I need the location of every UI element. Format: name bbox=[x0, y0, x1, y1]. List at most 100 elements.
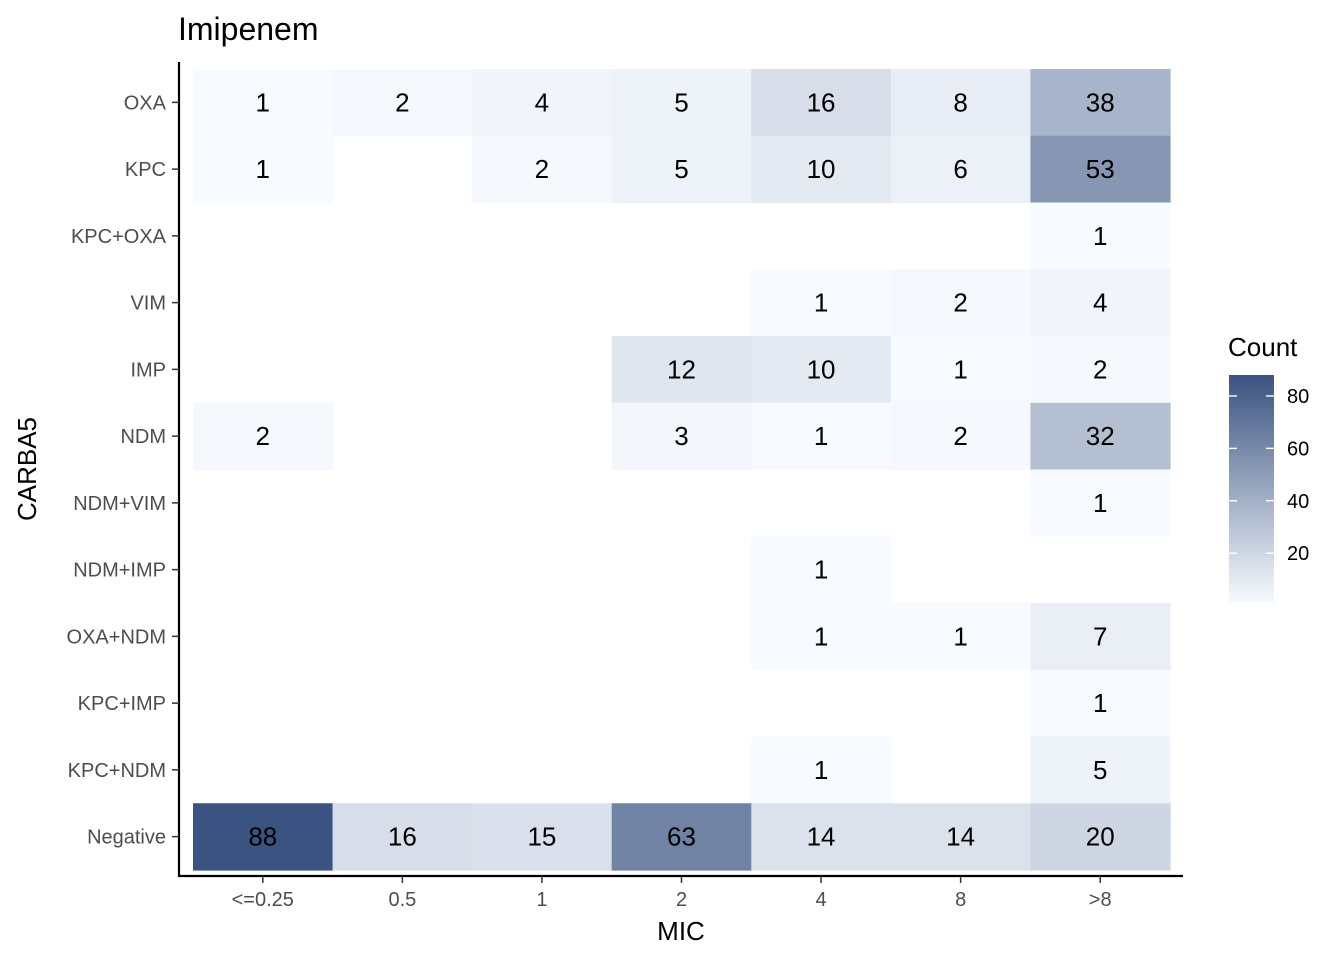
cell-value-label: 20 bbox=[1086, 822, 1115, 852]
heatmap-cell bbox=[751, 336, 892, 404]
heatmap-cell bbox=[1030, 269, 1171, 337]
cell-value-label: 4 bbox=[1093, 288, 1107, 318]
x-tick-label: 4 bbox=[815, 889, 826, 911]
cell-value-label: 1 bbox=[256, 87, 270, 117]
heatmap-cell bbox=[1030, 135, 1171, 204]
y-tick-label: VIM bbox=[130, 293, 166, 315]
legend-tick-label: 40 bbox=[1287, 491, 1309, 513]
cell-value-label: 1 bbox=[1093, 688, 1107, 718]
y-tick-label: NDM+VIM bbox=[73, 493, 166, 515]
heatmap-cell bbox=[193, 69, 334, 137]
y-tick-label: KPC+NDM bbox=[68, 760, 166, 782]
x-tick-label: 0.5 bbox=[388, 889, 416, 911]
cell-value-label: 1 bbox=[814, 421, 828, 451]
heatmap-cell bbox=[193, 803, 334, 871]
cell-value-label: 2 bbox=[535, 154, 549, 184]
heatmap-cell bbox=[611, 803, 752, 871]
cell-value-label: 5 bbox=[674, 87, 688, 117]
cell-value-label: 14 bbox=[807, 822, 836, 852]
heatmap-cell bbox=[751, 736, 892, 804]
cell-value-label: 4 bbox=[535, 87, 549, 117]
heatmap-cell bbox=[1030, 202, 1171, 270]
heatmap-cell bbox=[751, 69, 892, 137]
x-axis-ticks: <=0.25 0.5 1 2 4 8 >8 bbox=[232, 876, 1112, 911]
heatmap-cell bbox=[1030, 603, 1171, 671]
cell-value-label: 38 bbox=[1086, 87, 1115, 117]
heatmap-cell bbox=[1030, 402, 1171, 471]
cell-value-label: 63 bbox=[667, 822, 696, 852]
heatmap-cell bbox=[611, 336, 752, 404]
y-tick-label: NDM+IMP bbox=[73, 560, 166, 582]
heatmap-cell bbox=[332, 803, 473, 871]
heatmap-cell bbox=[193, 135, 334, 204]
heatmap-cell bbox=[890, 803, 1032, 871]
x-tick-label: 8 bbox=[955, 889, 966, 911]
y-tick-label: OXA+NDM bbox=[67, 626, 166, 648]
legend-title: Count bbox=[1228, 332, 1298, 362]
cell-value-label: 2 bbox=[395, 87, 409, 117]
heatmap-cell bbox=[1030, 336, 1171, 404]
x-tick-label: <=0.25 bbox=[232, 889, 294, 911]
y-tick-label: OXA bbox=[124, 92, 167, 114]
cell-value-label: 1 bbox=[256, 154, 270, 184]
heatmap-cell bbox=[751, 402, 892, 471]
heatmap-cell bbox=[611, 402, 752, 471]
cell-value-label: 12 bbox=[667, 354, 696, 384]
heatmap-cell bbox=[1030, 736, 1171, 804]
cell-value-label: 2 bbox=[953, 421, 967, 451]
cell-value-label: 53 bbox=[1086, 154, 1115, 184]
cell-value-label: 15 bbox=[527, 822, 556, 852]
cell-value-label: 32 bbox=[1086, 421, 1115, 451]
heatmap-cell bbox=[890, 135, 1032, 204]
heatmap-cell bbox=[611, 135, 752, 204]
cell-value-label: 8 bbox=[953, 87, 967, 117]
cell-value-label: 1 bbox=[814, 755, 828, 785]
cell-value-label: 1 bbox=[953, 354, 967, 384]
heatmap-cell bbox=[890, 336, 1032, 404]
cell-value-label: 14 bbox=[946, 822, 975, 852]
cell-value-label: 2 bbox=[953, 288, 967, 318]
heatmap-cell bbox=[1030, 69, 1171, 137]
legend-ticks: 20 40 60 80 bbox=[1229, 386, 1309, 565]
heatmap-cell bbox=[1030, 803, 1171, 871]
y-tick-label: KPC+IMP bbox=[78, 693, 166, 715]
cell-value-label: 1 bbox=[814, 288, 828, 318]
heatmap-cell bbox=[332, 69, 473, 137]
x-axis-title: MIC bbox=[657, 916, 705, 946]
heatmap-cell bbox=[751, 803, 892, 871]
cell-value-label: 1 bbox=[814, 621, 828, 651]
legend-tick-label: 20 bbox=[1287, 543, 1309, 565]
heatmap-cell bbox=[890, 269, 1032, 337]
x-tick-label: 1 bbox=[536, 889, 547, 911]
heatmap-cell bbox=[751, 135, 892, 204]
heatmap-cell bbox=[751, 603, 892, 671]
y-tick-label: IMP bbox=[130, 359, 166, 381]
heatmap-cell bbox=[890, 603, 1032, 671]
heatmap-cell bbox=[472, 135, 613, 204]
legend-colorbar bbox=[1229, 375, 1274, 603]
heatmap-cell bbox=[890, 69, 1032, 137]
heatmap-cell bbox=[751, 536, 892, 604]
y-tick-label: Negative bbox=[87, 827, 166, 849]
legend-tick-label: 80 bbox=[1287, 386, 1309, 408]
axes bbox=[177, 62, 1183, 878]
cell-value-label: 88 bbox=[248, 822, 277, 852]
color-legend: Count 20 40 60 80 bbox=[1228, 332, 1309, 603]
cell-value-label: 10 bbox=[807, 154, 836, 184]
heatmap-cell bbox=[472, 803, 613, 871]
cell-value-label: 16 bbox=[807, 87, 836, 117]
x-tick-label: 2 bbox=[676, 889, 687, 911]
cell-value-label: 1 bbox=[814, 555, 828, 585]
y-tick-label: KPC bbox=[125, 159, 166, 181]
cell-value-label: 10 bbox=[807, 354, 836, 384]
heatmap-cell bbox=[1030, 669, 1171, 738]
y-tick-label: NDM bbox=[120, 426, 166, 448]
cell-value-label: 7 bbox=[1093, 621, 1107, 651]
cell-value-label: 3 bbox=[674, 421, 688, 451]
heatmap-cell bbox=[751, 269, 892, 337]
cell-value-label: 1 bbox=[1093, 488, 1107, 518]
chart-title: Imipenem bbox=[178, 11, 319, 47]
heatmap-cell bbox=[890, 402, 1032, 471]
heatmap-cell bbox=[611, 69, 752, 137]
